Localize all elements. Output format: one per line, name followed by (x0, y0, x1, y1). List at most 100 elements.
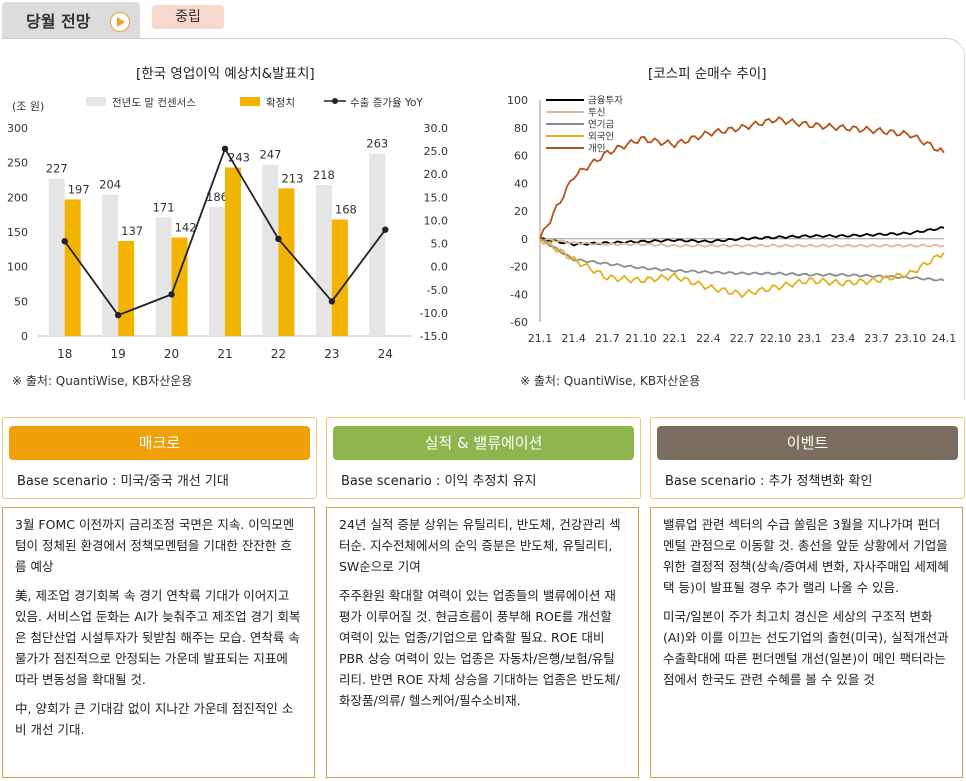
event-header: 이벤트 (657, 426, 958, 460)
x-tick-label: 21.10 (625, 332, 657, 345)
macro-paragraph: 3월 FOMC 이전까지 금리조정 국면은 지속. 이익모멘텀이 정체된 환경에… (15, 517, 295, 574)
export-growth-point (221, 145, 229, 152)
macro-paragraph: 美, 제조업 경기회복 속 경기 연착륙 기대가 이어지고 있음. 서비스업 둔… (15, 588, 301, 687)
event-scenario: Base scenario : 추가 정책변화 확인 (665, 474, 873, 489)
export-growth-point (275, 235, 282, 243)
y2-tick-label: -10.0 (420, 307, 448, 320)
y2-tick-label: 20.0 (424, 168, 449, 181)
x-tick-label: 23.7 (864, 332, 889, 345)
x-tick-label: 22.4 (696, 332, 721, 345)
y-tick-label: 20 (514, 205, 528, 218)
outlook-tab[interactable]: 당월 전망 (2, 2, 140, 38)
earnings-header: 실적 & 밸류에이션 (333, 426, 634, 460)
x-tick-label: 21 (217, 347, 232, 361)
outlook-title: 당월 전망 (26, 12, 91, 31)
bar-label: 218 (313, 168, 335, 182)
bar-actual (225, 167, 241, 336)
top-bar: 당월 전망 중립 (0, 0, 966, 40)
play-icon[interactable] (110, 12, 130, 32)
legend-label: 투신 (588, 108, 605, 119)
macro-scenario: Base scenario : 미국/중국 개선 기대 (17, 474, 229, 489)
bar-consensus (315, 184, 332, 336)
legend-swatch (86, 97, 106, 106)
y2-tick-label: 30.0 (424, 122, 449, 135)
bar-actual (331, 219, 348, 336)
legend-label: 확정치 (266, 96, 295, 109)
y-tick-label: 0 (21, 330, 28, 343)
y-tick-label: 80 (514, 122, 528, 135)
bar-label: 247 (259, 148, 281, 162)
x-tick-label: 22.10 (760, 332, 792, 345)
x-tick-label: 23 (324, 347, 339, 361)
x-tick-label: 22.7 (730, 332, 755, 345)
earnings-header-box: 실적 & 밸류에이션 Base scenario : 이익 추정치 유지 (326, 417, 641, 499)
series-line-2 (539, 237, 945, 282)
earnings-chart: (조 원) 0 50 100 150 200 250 300 -15.0 -10.0 -5.0 0.0… (7, 96, 449, 361)
y-tick-label: 150 (7, 226, 28, 239)
chart1-source: ※ 출처: QuantiWise, KB자산운용 (12, 374, 193, 388)
bar-label: 227 (46, 162, 68, 176)
bar-actual (118, 241, 135, 336)
y-tick-label: 300 (7, 122, 28, 135)
y-tick-label: 100 (7, 261, 28, 274)
export-growth-point (114, 312, 122, 319)
bar-consensus (262, 164, 279, 336)
x-tick-label: 23.4 (831, 332, 856, 345)
legend-swatch (240, 97, 260, 106)
legend-label: 수출 증가율 YoY (350, 97, 423, 109)
earnings-scenario: Base scenario : 이익 추정치 유지 (341, 474, 537, 489)
earnings-body: 24년 실적 증분 상위는 유틸리티, 반도체, 건강관리 섹터순. 지수전체에… (326, 507, 639, 778)
y-tick-label: 200 (7, 191, 28, 204)
export-growth-point (168, 291, 175, 298)
bar-consensus (48, 178, 65, 336)
x-tick-label: 23.1 (797, 332, 822, 345)
y-tick-label: 60 (514, 150, 528, 163)
y2-tick-label: -5.0 (427, 284, 448, 297)
x-tick-label: 21.1 (528, 332, 553, 345)
bar-consensus (102, 194, 119, 336)
macro-body: 3월 FOMC 이전까지 금리조정 국면은 지속. 이익모멘텀이 정체된 환경에… (2, 507, 315, 778)
x-tick-label: 19 (111, 347, 126, 361)
chart2-source: ※ 출처: QuantiWise, KB자산운용 (520, 374, 701, 388)
x-tick-label: 24.1 (932, 332, 957, 345)
y-tick-label: -20 (510, 261, 528, 274)
y-tick-label: 0 (521, 233, 528, 246)
x-tick-label: 20 (164, 347, 179, 361)
legend-swatch (332, 98, 338, 104)
legend-label: 전년도 말 컨센서스 (112, 97, 196, 109)
y-axis-label: (조 원) (12, 100, 44, 113)
bar-consensus (155, 217, 172, 336)
stance-badge: 중립 (152, 5, 224, 29)
bar-label: 186 (206, 190, 228, 204)
y2-tick-label: 5.0 (431, 238, 449, 251)
bar-label: 243 (228, 151, 250, 165)
y2-tick-label: 15.0 (424, 191, 449, 204)
y2-tick-label: -15.0 (420, 330, 448, 343)
macro-header: 매크로 (9, 426, 310, 460)
legend-label: 연기금 (588, 120, 614, 131)
charts-frame (2, 38, 965, 401)
export-growth-point (61, 238, 68, 245)
y2-tick-label: 10.0 (424, 214, 449, 227)
bar-consensus (209, 207, 225, 336)
y-tick-label: 40 (514, 177, 528, 190)
y-tick-label: 250 (7, 157, 28, 170)
bar-consensus (369, 153, 386, 336)
macro-header-box: 매크로 Base scenario : 미국/중국 개선 기대 (2, 417, 317, 499)
macro-paragraph: 中, 양회가 큰 기대감 없이 지나간 가운데 점진적인 소비 개선 기대. (15, 701, 294, 737)
y2-tick-label: 0.0 (431, 261, 449, 274)
x-tick-label: 18 (57, 347, 72, 361)
bar-label: 168 (335, 203, 357, 217)
x-tick-label: 21.7 (595, 332, 620, 345)
x-tick-label: 24 (378, 347, 393, 361)
event-paragraph: 미국/일본이 주가 최고치 경신은 세상의 구조적 변화(AI)와 이를 이끄는… (663, 609, 949, 687)
x-tick-label: 22.1 (662, 332, 687, 345)
bar-label: 213 (281, 171, 303, 185)
y-tick-label: -40 (510, 288, 528, 301)
bar-label: 137 (121, 224, 143, 238)
bar-label: 263 (366, 137, 388, 151)
series-line-3 (539, 238, 945, 299)
series-line-4 (539, 115, 945, 240)
y-tick-label: 50 (14, 295, 28, 308)
